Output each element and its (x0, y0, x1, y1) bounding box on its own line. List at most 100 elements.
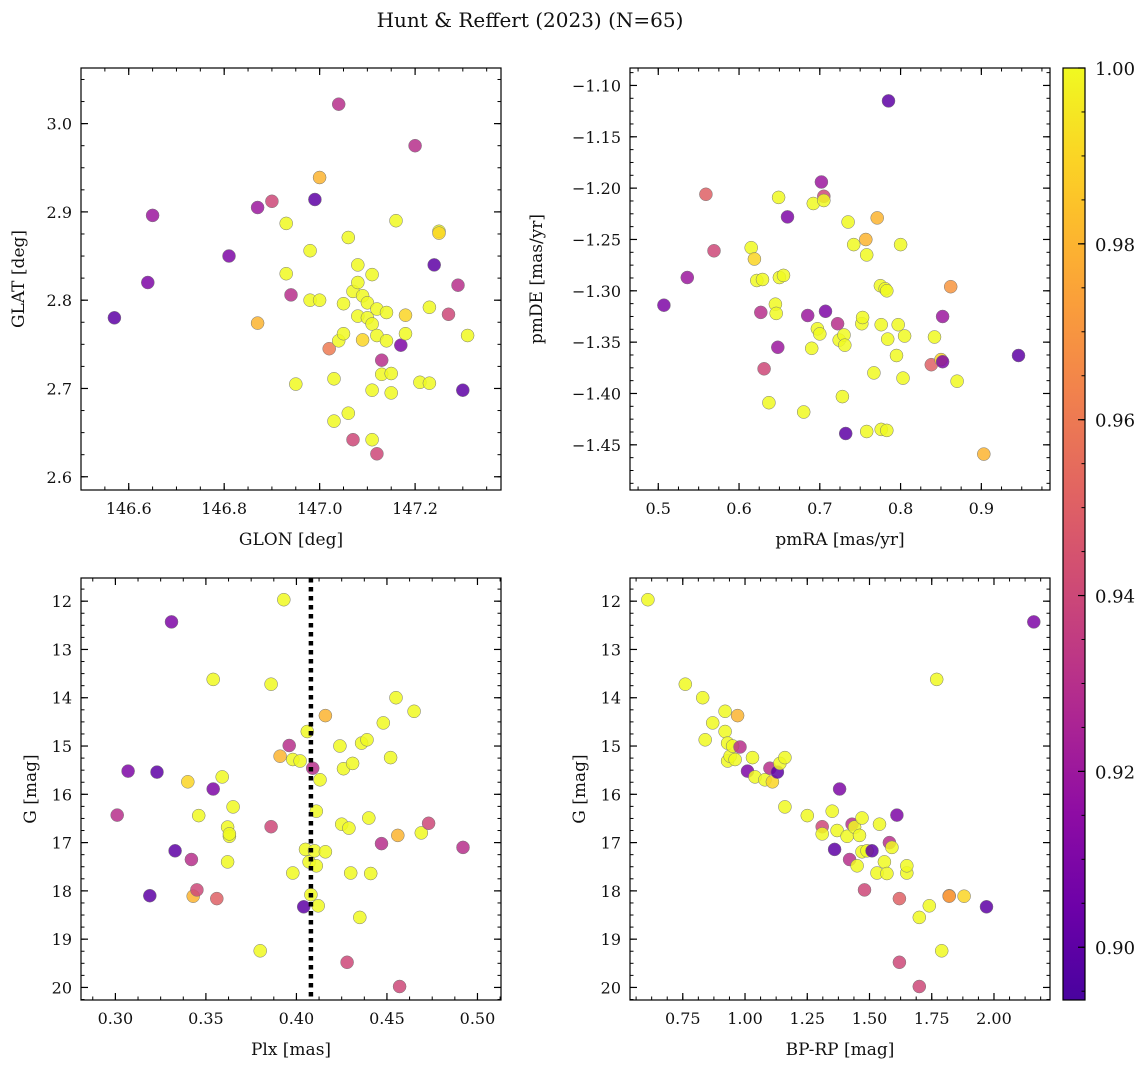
data-point (341, 230, 356, 245)
data-point (718, 724, 732, 739)
data-point (145, 208, 160, 223)
x-tick-label: 0.45 (369, 1009, 405, 1028)
data-point (838, 338, 852, 352)
x-tick-label: 1.25 (789, 1009, 825, 1028)
data-point (107, 311, 122, 325)
data-point (313, 773, 327, 787)
data-point (814, 175, 829, 189)
data-point (150, 765, 164, 779)
data-point (456, 840, 470, 855)
data-point (164, 615, 179, 629)
data-point (881, 94, 896, 108)
data-point (341, 406, 356, 420)
data-point (841, 215, 855, 229)
y-tick-label: −1.20 (572, 179, 621, 198)
x-tick-label: 146.8 (201, 499, 247, 518)
data-point (892, 955, 907, 970)
data-point (657, 298, 671, 312)
data-point (912, 979, 927, 994)
panel-plx-g: 0.30 0.35 0.40 0.45 0.50 12 13 14 15 16 17 18 19 20 Pl… (21, 577, 502, 1060)
data-point (855, 310, 870, 325)
x-tick-label: 147.0 (297, 499, 343, 518)
x-tick-label: 1.00 (727, 1009, 763, 1028)
data-point (293, 754, 307, 768)
data-point (1027, 615, 1041, 629)
y-tick-label: 15 (52, 737, 72, 756)
y-tick-label: −1.10 (572, 76, 621, 95)
x-tick-label: 0.8 (888, 499, 913, 518)
y-tick-label: 14 (601, 689, 621, 708)
data-point (979, 900, 994, 914)
data-point (331, 97, 346, 111)
x-tick-label: 0.40 (279, 1009, 315, 1028)
scatter-points (657, 94, 1026, 461)
y-tick-label: −1.35 (572, 333, 621, 352)
data-point (456, 383, 470, 397)
y-tick-label: 20 (601, 978, 621, 997)
data-point (360, 733, 374, 747)
data-point (817, 193, 831, 208)
data-point (379, 334, 394, 348)
data-point (890, 808, 904, 822)
y-tick-label: 18 (601, 882, 621, 901)
data-point (698, 733, 712, 747)
x-axis-label: GLON [deg] (239, 530, 343, 550)
y-tick-label: 16 (52, 785, 72, 804)
data-point (384, 366, 398, 381)
data-point (830, 823, 844, 838)
y-tick-label: −1.25 (572, 230, 621, 249)
data-point (360, 296, 375, 310)
data-point (226, 800, 240, 814)
data-point (800, 308, 815, 323)
data-point (859, 424, 874, 439)
data-point (769, 306, 783, 321)
data-point (733, 740, 747, 754)
data-point (754, 305, 768, 320)
figure-title: Hunt & Reffert (2023) (N=65) (377, 8, 684, 32)
data-point (762, 395, 776, 410)
x-tick-label: 146.6 (106, 499, 152, 518)
x-tick-label: 147.2 (392, 499, 438, 518)
data-point (718, 704, 732, 719)
data-point (747, 252, 762, 266)
data-point (222, 249, 236, 263)
y-axis-label: GLAT [deg] (9, 230, 29, 328)
data-point (365, 267, 379, 282)
data-point (867, 366, 881, 380)
data-point (943, 279, 958, 294)
colorbar: 0.90 0.92 0.94 0.96 0.98 1.00 (1062, 59, 1135, 1001)
data-point (825, 804, 839, 818)
data-point (755, 272, 770, 287)
data-point (264, 819, 278, 834)
data-point (398, 326, 413, 341)
y-axis-label: G [mag] (570, 754, 590, 823)
y-tick-label: 2.7 (47, 379, 72, 398)
scatter-points (641, 592, 1041, 994)
plot-frame (80, 67, 502, 491)
data-point (830, 316, 845, 331)
x-axis-label: BP-RP [mag] (786, 1040, 895, 1060)
data-point (351, 258, 365, 272)
data-point (927, 330, 942, 344)
panel-glon-glat: 146.6 146.8 147.0 147.2 2.6 2.7 2.8 2.9 3.0 GLON … (9, 67, 502, 550)
data-point (215, 770, 229, 784)
data-point (942, 889, 956, 903)
x-axis-label: pmRA [mas/yr] (775, 530, 904, 550)
x-tick-label: 0.5 (646, 499, 671, 518)
data-point (852, 828, 867, 843)
data-point (370, 447, 384, 461)
x-tick-label: 0.35 (188, 1009, 224, 1028)
data-point (322, 341, 336, 356)
data-point (441, 307, 456, 322)
data-point (141, 275, 155, 290)
x-tick-label: 0.50 (460, 1009, 496, 1028)
data-point (333, 739, 347, 753)
data-point (422, 300, 437, 315)
data-point (143, 888, 157, 903)
y-axis-label: pmDE [mas/yr] (527, 214, 547, 344)
data-point (353, 910, 367, 925)
data-point (745, 750, 760, 765)
data-point (846, 237, 861, 252)
data-point (800, 808, 815, 823)
scatter-points (107, 97, 475, 461)
